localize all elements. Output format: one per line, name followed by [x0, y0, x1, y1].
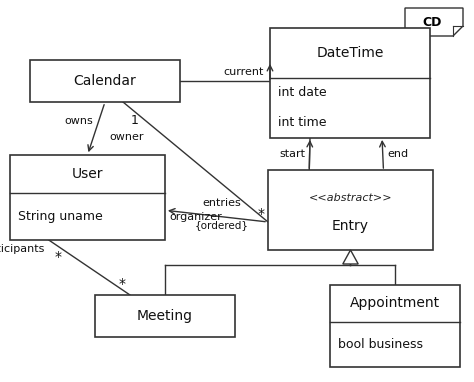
Text: organizer: organizer	[169, 212, 222, 222]
Text: Meeting: Meeting	[137, 309, 193, 323]
Bar	[10, 155, 165, 240]
Text: current: current	[224, 67, 264, 77]
Text: 1: 1	[131, 114, 139, 127]
Text: <<abstract>>: <<abstract>>	[309, 193, 392, 203]
Text: User: User	[72, 167, 103, 181]
Polygon shape	[343, 250, 358, 264]
Bar	[95, 295, 235, 337]
Text: *: *	[55, 250, 62, 264]
Bar	[330, 285, 460, 367]
Text: Calendar: Calendar	[73, 74, 137, 88]
Bar	[270, 28, 430, 138]
Text: entries: entries	[202, 198, 241, 208]
Text: participants: participants	[0, 244, 45, 254]
Bar	[30, 60, 180, 102]
Text: owner: owner	[109, 131, 144, 141]
Text: int date: int date	[278, 86, 327, 99]
Text: bool business: bool business	[338, 338, 423, 351]
Bar	[268, 170, 433, 250]
Text: *: *	[119, 277, 126, 291]
Text: start: start	[279, 149, 305, 159]
Text: {ordered}: {ordered}	[194, 220, 248, 230]
Text: Appointment: Appointment	[350, 296, 440, 311]
Polygon shape	[405, 8, 463, 36]
Text: int time: int time	[278, 117, 327, 129]
Text: String uname: String uname	[18, 210, 103, 223]
Text: Entry: Entry	[332, 219, 369, 233]
Text: CD: CD	[422, 16, 442, 29]
Text: DateTime: DateTime	[316, 46, 383, 60]
Text: *: *	[258, 207, 265, 221]
Text: end: end	[388, 149, 409, 159]
Text: owns: owns	[64, 115, 93, 126]
